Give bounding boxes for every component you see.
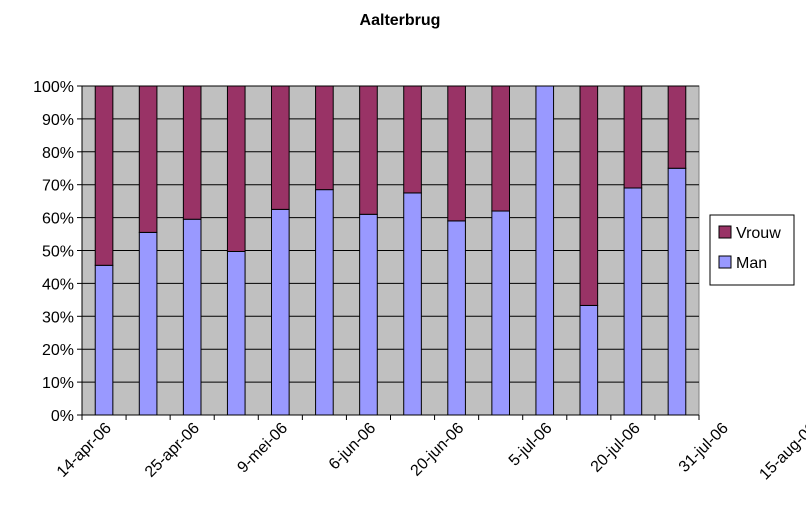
legend-label-man: Man — [736, 255, 767, 272]
plot-area: 0% 10% 20% 30% 40% 50% 60% 70% 80% 90% 100% 14-apr-… — [33, 79, 806, 483]
y-tick-label: 50% — [42, 244, 74, 261]
x-tick-label: 31-jul-06 — [676, 420, 732, 476]
x-tick-label: 20-jul-06 — [588, 420, 644, 476]
bar-man — [535, 85, 555, 416]
x-tick-label: 9-mei-06 — [234, 420, 291, 477]
legend: Vrouw Man — [709, 214, 795, 286]
y-tick-label: 70% — [42, 178, 74, 195]
y-tick-label: 90% — [42, 112, 74, 129]
bar-vrouw — [447, 85, 466, 222]
bar-man — [315, 189, 334, 416]
bar-vrouw — [138, 85, 158, 233]
x-tick-label: 14-apr-06 — [54, 420, 115, 481]
y-tick-label: 60% — [42, 211, 74, 228]
bar-vrouw — [271, 85, 290, 210]
bar-man — [226, 250, 246, 416]
bar-man — [667, 167, 687, 416]
bar-man — [271, 208, 290, 416]
bar-vrouw — [359, 85, 378, 215]
bar-man — [447, 220, 466, 416]
y-tick-label: 80% — [42, 145, 74, 162]
bar-vrouw — [226, 85, 246, 252]
bar-vrouw — [579, 85, 599, 306]
legend-swatch-vrouw — [718, 225, 732, 239]
bar-man — [491, 210, 510, 416]
y-tick-label: 10% — [42, 375, 74, 392]
bar-vrouw — [94, 85, 114, 266]
x-tick-label: 20-jun-06 — [408, 420, 468, 480]
x-tick-label: 15-aug-06 — [756, 420, 806, 484]
y-tick-label: 20% — [42, 342, 74, 359]
bar-vrouw — [315, 85, 334, 191]
x-tick-label: 6-jun-06 — [326, 420, 380, 474]
bar-man — [623, 187, 643, 416]
bar-man — [138, 231, 158, 416]
x-tick-label: 5-jul-06 — [506, 420, 556, 470]
bar-man — [359, 213, 378, 416]
legend-label-vrouw: Vrouw — [736, 225, 781, 242]
bar-vrouw — [667, 85, 687, 169]
bar-vrouw — [182, 85, 202, 220]
bar-vrouw — [491, 85, 510, 212]
y-tick-label: 30% — [42, 309, 74, 326]
bar-man — [94, 264, 114, 416]
bar-vrouw — [403, 85, 422, 194]
y-tick-label: 100% — [33, 79, 74, 96]
legend-swatch-man — [718, 255, 732, 269]
chart-title: Aalterbrug — [360, 12, 441, 29]
bar-vrouw — [623, 85, 643, 189]
y-tick-label: 40% — [42, 276, 74, 293]
y-tick-label: 0% — [51, 408, 74, 425]
bar-man — [579, 304, 599, 416]
x-tick-label: 25-apr-06 — [142, 420, 203, 481]
legend-box — [709, 214, 795, 286]
bar-man — [182, 218, 202, 416]
bar-man — [403, 192, 422, 416]
